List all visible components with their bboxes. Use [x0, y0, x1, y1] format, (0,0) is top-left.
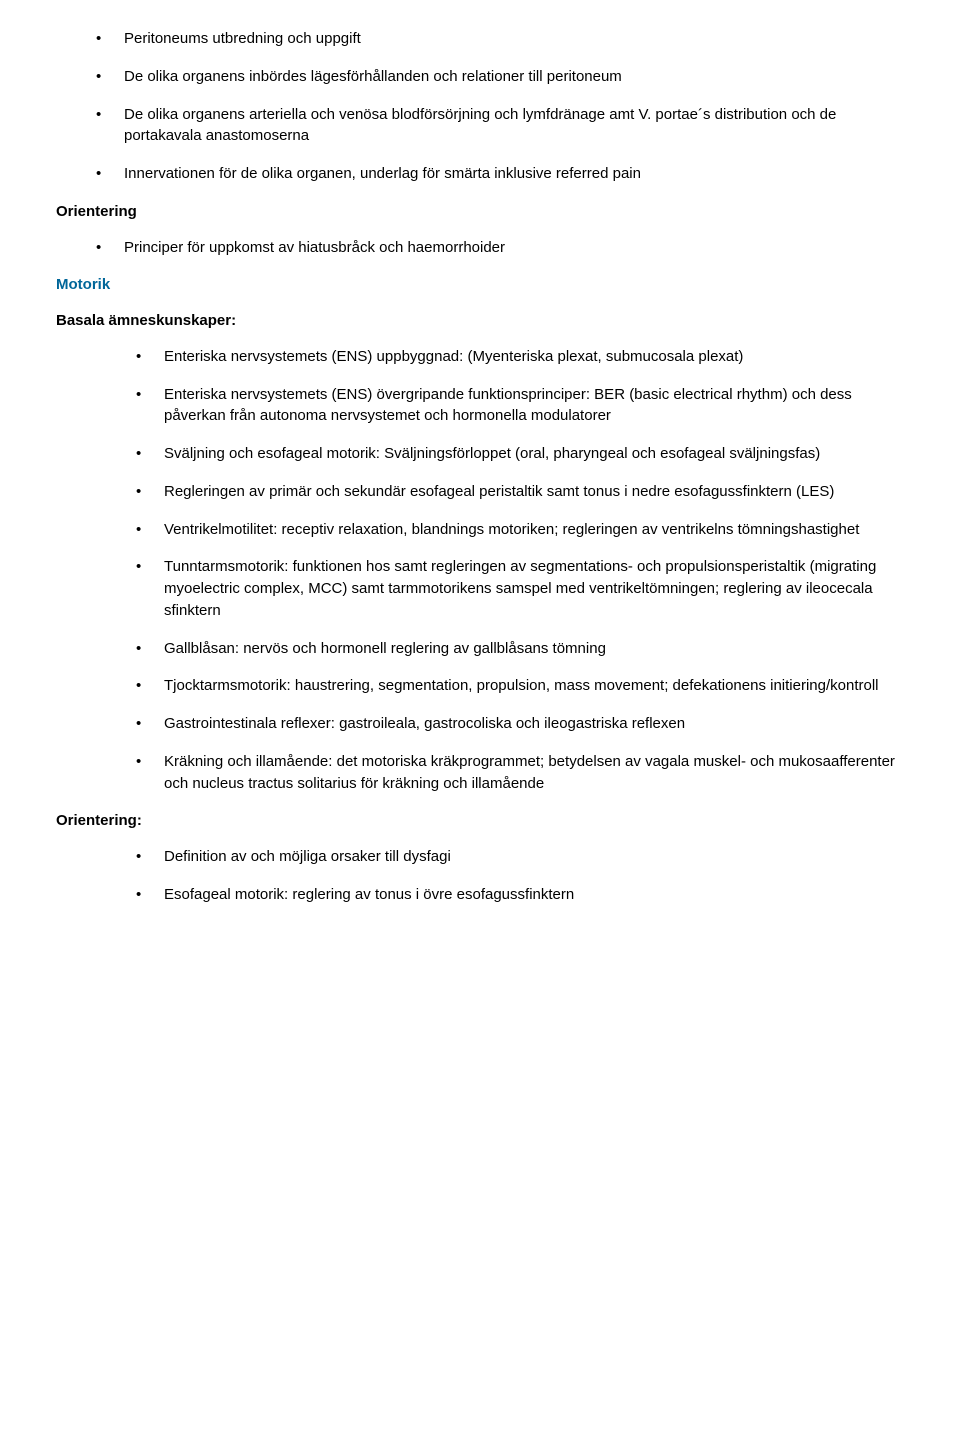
orientering-heading: Orientering [56, 201, 912, 223]
orientering2-list: Definition av och möjliga orsaker till d… [56, 846, 912, 906]
list-item: Enteriska nervsystemets (ENS) uppbyggnad… [136, 346, 912, 368]
list-item: Gallblåsan: nervös och hormonell regleri… [136, 638, 912, 660]
list-item: Innervationen för de olika organen, unde… [96, 163, 912, 185]
list-item: Peritoneums utbredning och uppgift [96, 28, 912, 50]
list-item: Principer för uppkomst av hiatusbråck oc… [96, 237, 912, 259]
list-item: Ventrikelmotilitet: receptiv relaxation,… [136, 519, 912, 541]
list-item: Enteriska nervsystemets (ENS) övergripan… [136, 384, 912, 428]
list-item: Tunntarmsmotorik: funktionen hos samt re… [136, 556, 912, 621]
basala-heading: Basala ämneskunskaper: [56, 310, 912, 332]
orientering-list: Principer för uppkomst av hiatusbråck oc… [56, 237, 912, 259]
list-item: Tjocktarmsmotorik: haustrering, segmenta… [136, 675, 912, 697]
top-list: Peritoneums utbredning och uppgift De ol… [56, 28, 912, 185]
list-item: De olika organens inbördes lägesförhålla… [96, 66, 912, 88]
motorik-heading: Motorik [56, 274, 912, 296]
list-item: Sväljning och esofageal motorik: Sväljni… [136, 443, 912, 465]
list-item: Gastrointestinala reflexer: gastroileala… [136, 713, 912, 735]
list-item: Definition av och möjliga orsaker till d… [136, 846, 912, 868]
list-item: Kräkning och illamående: det motoriska k… [136, 751, 912, 795]
list-item: De olika organens arteriella och venösa … [96, 104, 912, 148]
list-item: Regleringen av primär och sekundär esofa… [136, 481, 912, 503]
orientering2-heading: Orientering: [56, 810, 912, 832]
list-item: Esofageal motorik: reglering av tonus i … [136, 884, 912, 906]
motorik-list: Enteriska nervsystemets (ENS) uppbyggnad… [56, 346, 912, 795]
